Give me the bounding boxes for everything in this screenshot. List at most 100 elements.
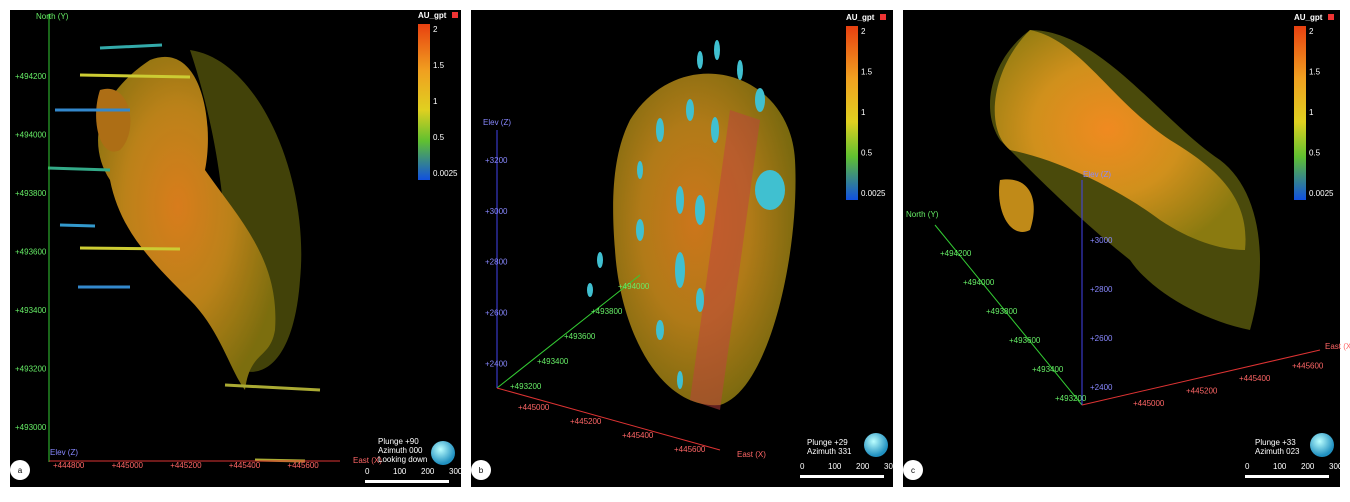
east-tick-label: +445600 xyxy=(287,461,319,470)
colorbar-label: 1.5 xyxy=(1309,68,1321,77)
east-axis-title: East (X) xyxy=(353,456,382,465)
north-tick-label: +494200 xyxy=(15,72,47,81)
colorbar-label: 0.5 xyxy=(433,133,445,142)
east-tick-label: +445400 xyxy=(1239,374,1271,383)
colorbar-label: 2 xyxy=(861,27,866,36)
colorbar-label: 1.5 xyxy=(433,61,445,70)
north-tick-label: +493400 xyxy=(537,357,569,366)
elev-axis-title: Elev (Z) xyxy=(50,448,78,457)
scale-label: 100 xyxy=(393,467,407,476)
elev-tick-label: +2400 xyxy=(485,359,508,368)
elev-tick-label: +2800 xyxy=(485,258,508,267)
east-tick-label: +445200 xyxy=(1186,387,1218,396)
orientation-globe xyxy=(864,433,888,457)
north-tick-label: +494000 xyxy=(15,131,47,140)
colorbar-label: 1.5 xyxy=(861,68,873,77)
colorbar xyxy=(418,24,430,180)
view-info: Plunge +29 xyxy=(807,438,848,447)
colorbar-label: 1 xyxy=(433,97,438,106)
east-axis xyxy=(1081,349,1321,406)
north-tick-label: +493200 xyxy=(1055,394,1087,403)
view-info: Azimuth 000 xyxy=(378,446,423,455)
elev-axis-title: Elev (Z) xyxy=(483,118,511,127)
scale-label: 100 xyxy=(1273,462,1287,471)
view-info: Looking down xyxy=(378,455,427,464)
colorbar-title: AU_gpt xyxy=(846,13,875,22)
colorbar-title: AU_gpt xyxy=(418,11,447,20)
east-tick-label: +444800 xyxy=(53,461,85,470)
panel-label-bg xyxy=(10,460,30,480)
east-tick-label: +445600 xyxy=(674,445,706,454)
ore-model xyxy=(990,30,1260,330)
ore-model xyxy=(587,40,796,410)
scale-label: 0 xyxy=(800,462,805,471)
east-axis-title: East (X) xyxy=(1325,342,1350,351)
east-tick-label: +445200 xyxy=(170,461,202,470)
colorbar-label: 1 xyxy=(1309,108,1314,117)
elev-tick-label: +2400 xyxy=(1090,383,1113,392)
elev-tick-label: +3000 xyxy=(485,207,508,216)
north-tick-label: +493800 xyxy=(15,189,47,198)
elev-tick-label: +3200 xyxy=(485,156,508,165)
scale-label: 100 xyxy=(828,462,842,471)
colorbar-label: 2 xyxy=(433,25,438,34)
scale-bar xyxy=(1245,475,1329,478)
north-tick-label: +493600 xyxy=(15,248,47,257)
north-axis-title: North (Y) xyxy=(36,12,69,21)
colorbar-label: 2 xyxy=(1309,27,1314,36)
view-info: Plunge +90 xyxy=(378,437,419,446)
elev-tick-label: +2800 xyxy=(1090,285,1113,294)
north-tick-label: +493400 xyxy=(15,306,47,315)
colorbar-label: 0.0025 xyxy=(1309,189,1334,198)
north-tick-label: +493800 xyxy=(986,307,1018,316)
view-info: Azimuth 023 xyxy=(1255,447,1300,456)
colorbar xyxy=(1294,26,1306,200)
scale-label: 300 xyxy=(884,462,898,471)
scale-bar xyxy=(800,475,884,478)
north-axis xyxy=(496,274,641,389)
north-tick-label: +493800 xyxy=(591,307,623,316)
north-tick-label: +493200 xyxy=(510,382,542,391)
east-tick-label: +445400 xyxy=(622,431,654,440)
colorbar xyxy=(846,26,858,200)
elev-tick-label: +2600 xyxy=(485,309,508,318)
elev-axis-title: Elev (Z) xyxy=(1083,170,1111,179)
colorbar-title: AU_gpt xyxy=(1294,13,1323,22)
scale-label: 300 xyxy=(449,467,463,476)
scale-label: 200 xyxy=(421,467,435,476)
east-tick-label: +445600 xyxy=(1292,362,1324,371)
colorbar-label: 0.0025 xyxy=(861,189,886,198)
north-axis xyxy=(934,224,1083,406)
scale-label: 0 xyxy=(365,467,370,476)
colorbar-label: 0.0025 xyxy=(433,169,458,178)
east-tick-label: +445000 xyxy=(1133,399,1165,408)
scale-bar xyxy=(365,480,449,483)
north-tick-label: +493200 xyxy=(15,365,47,374)
colorbar-label: 0.5 xyxy=(861,149,873,158)
colorbar-label: 0.5 xyxy=(1309,149,1321,158)
panel-label-bg xyxy=(471,460,491,480)
elev-tick-label: +3000 xyxy=(1090,236,1113,245)
colorbar-label: 1 xyxy=(861,108,866,117)
scale-label: 200 xyxy=(1301,462,1315,471)
panel-label-bg xyxy=(903,460,923,480)
east-axis xyxy=(496,387,721,451)
east-tick-label: +445000 xyxy=(112,461,144,470)
east-tick-label: +445200 xyxy=(570,417,602,426)
east-tick-label: +445000 xyxy=(518,403,550,412)
panel-label: c xyxy=(911,466,915,475)
north-tick-label: +493000 xyxy=(15,423,47,432)
north-axis-title: North (Y) xyxy=(906,210,939,219)
view-info: Azimuth 331 xyxy=(807,447,852,456)
east-axis-title: East (X) xyxy=(737,450,766,459)
scale-label: 200 xyxy=(856,462,870,471)
north-tick-label: +494000 xyxy=(618,282,650,291)
close-icon xyxy=(1328,14,1334,20)
panel-label: a xyxy=(18,466,23,475)
orientation-globe xyxy=(431,441,455,465)
north-tick-label: +494200 xyxy=(940,249,972,258)
ore-model xyxy=(96,50,302,390)
close-icon xyxy=(452,12,458,18)
north-tick-label: +493600 xyxy=(564,332,596,341)
